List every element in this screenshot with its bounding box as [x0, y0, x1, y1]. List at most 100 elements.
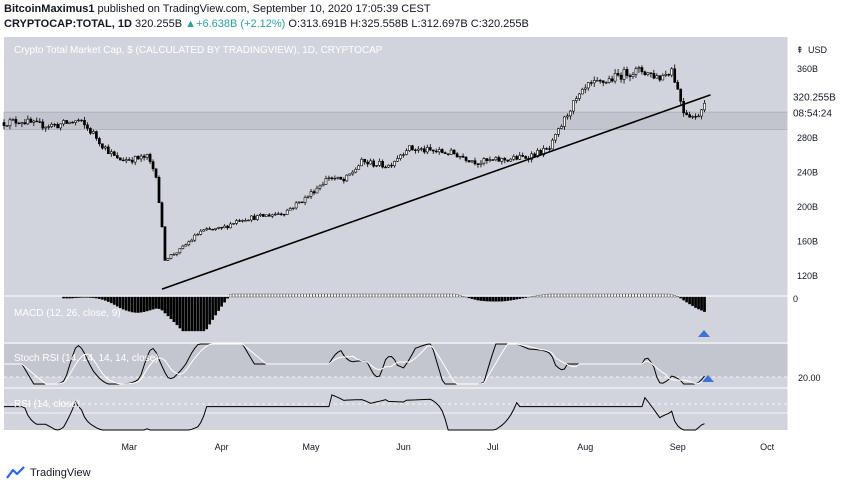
candle-body [330, 177, 334, 179]
macd-bar [491, 296, 495, 302]
candle-body [422, 148, 426, 153]
macd-bar [566, 293, 569, 298]
macd-bar [363, 293, 367, 298]
candle-body [169, 254, 173, 259]
candle-body [253, 215, 256, 220]
candle-body [431, 149, 435, 152]
y-tick-label: 280B [797, 133, 818, 143]
candle-body [676, 82, 680, 90]
macd-bar [315, 293, 319, 298]
candle-body [467, 160, 471, 163]
macd-bar [217, 296, 220, 311]
macd-bar [148, 296, 152, 311]
candle-body [98, 138, 101, 145]
candle-body [417, 148, 420, 151]
macd-bar [321, 293, 325, 298]
candle-body [518, 155, 522, 160]
macd-bar [572, 293, 575, 298]
macd-bar [396, 293, 399, 298]
candle-body [226, 225, 229, 229]
candle-body [500, 157, 504, 162]
trendline[interactable] [161, 94, 711, 290]
candle-body [366, 161, 370, 165]
stoch-title: Stoch RSI (14, 14, 14, 14, close) [14, 353, 159, 364]
tradingview-logo-icon [6, 466, 25, 479]
candle-body [41, 121, 45, 129]
candle-body [583, 87, 587, 90]
axis-unit: USD [808, 45, 828, 55]
candle-body [175, 252, 179, 255]
macd-bar [461, 296, 465, 298]
macd-bar [259, 293, 262, 298]
macd-bar [333, 293, 337, 298]
candle-body [470, 160, 474, 163]
x-tick-label: Sep [670, 442, 686, 452]
macd-bar [190, 296, 194, 332]
macd-bar [595, 293, 599, 298]
candle-body [172, 254, 176, 256]
macd-bar [92, 296, 95, 298]
macd-bar [428, 293, 432, 298]
candle-body [247, 219, 250, 222]
macd-bar [375, 293, 378, 298]
macd-bar [285, 293, 289, 298]
countdown-label: 08:54:24 [793, 108, 832, 119]
candle-body [542, 148, 545, 156]
macd-bar [625, 293, 629, 298]
macd-bar [199, 296, 203, 332]
candle-body [548, 148, 551, 150]
macd-bar [399, 293, 402, 298]
candle-body [74, 120, 77, 123]
ohlc-header: CRYPTOCAP:TOTAL, 1D 320.255B ▲+6.638B (+… [4, 18, 529, 30]
candle-body [136, 155, 140, 160]
macd-bar [264, 293, 268, 298]
candle-body [154, 168, 158, 178]
candle-body [402, 154, 405, 156]
macd-bar [509, 296, 513, 301]
candle-body [637, 67, 641, 69]
macd-bar [351, 293, 355, 298]
candle-body [300, 201, 304, 204]
candle-body [494, 157, 498, 161]
macd-bar [366, 293, 370, 298]
candle-body [264, 214, 268, 217]
candle-body [351, 171, 355, 175]
macd-bar [682, 296, 686, 301]
candle-body [557, 128, 560, 135]
brand[interactable]: TradingView [6, 466, 91, 480]
macd-bar [273, 293, 277, 298]
candle-body [166, 258, 170, 261]
macd-bar [65, 296, 68, 299]
candle-body [685, 112, 688, 115]
macd-bar [580, 293, 584, 298]
candle-body [440, 149, 444, 153]
candle-body [661, 75, 665, 81]
candle-body [112, 151, 116, 156]
stoch-band [4, 344, 788, 377]
macd-bar [667, 293, 671, 298]
candle-body [26, 118, 30, 125]
macd-bar [327, 293, 331, 298]
macd-bar [631, 293, 635, 298]
macd-bar [476, 296, 480, 301]
macd-bar [440, 293, 444, 298]
candle-body [181, 245, 185, 249]
author-name[interactable]: BitcoinMaximus1 [4, 3, 95, 15]
candle-body [250, 215, 253, 221]
macd-bar [342, 293, 346, 298]
macd-bar [694, 296, 697, 308]
macd-bar [109, 296, 113, 304]
candle-body [703, 102, 706, 111]
macd-bar [282, 293, 286, 298]
candle-body [679, 88, 683, 102]
macd-bar [405, 293, 408, 298]
candle-body [202, 229, 206, 232]
candle-body [139, 155, 143, 160]
macd-bar [121, 296, 125, 310]
candle-body [276, 213, 280, 215]
macd-bar [622, 293, 626, 298]
chevrons-up-icon[interactable]: ⇞ [796, 45, 804, 55]
macd-bar [539, 294, 542, 298]
low-value: 312.697B [420, 18, 468, 30]
